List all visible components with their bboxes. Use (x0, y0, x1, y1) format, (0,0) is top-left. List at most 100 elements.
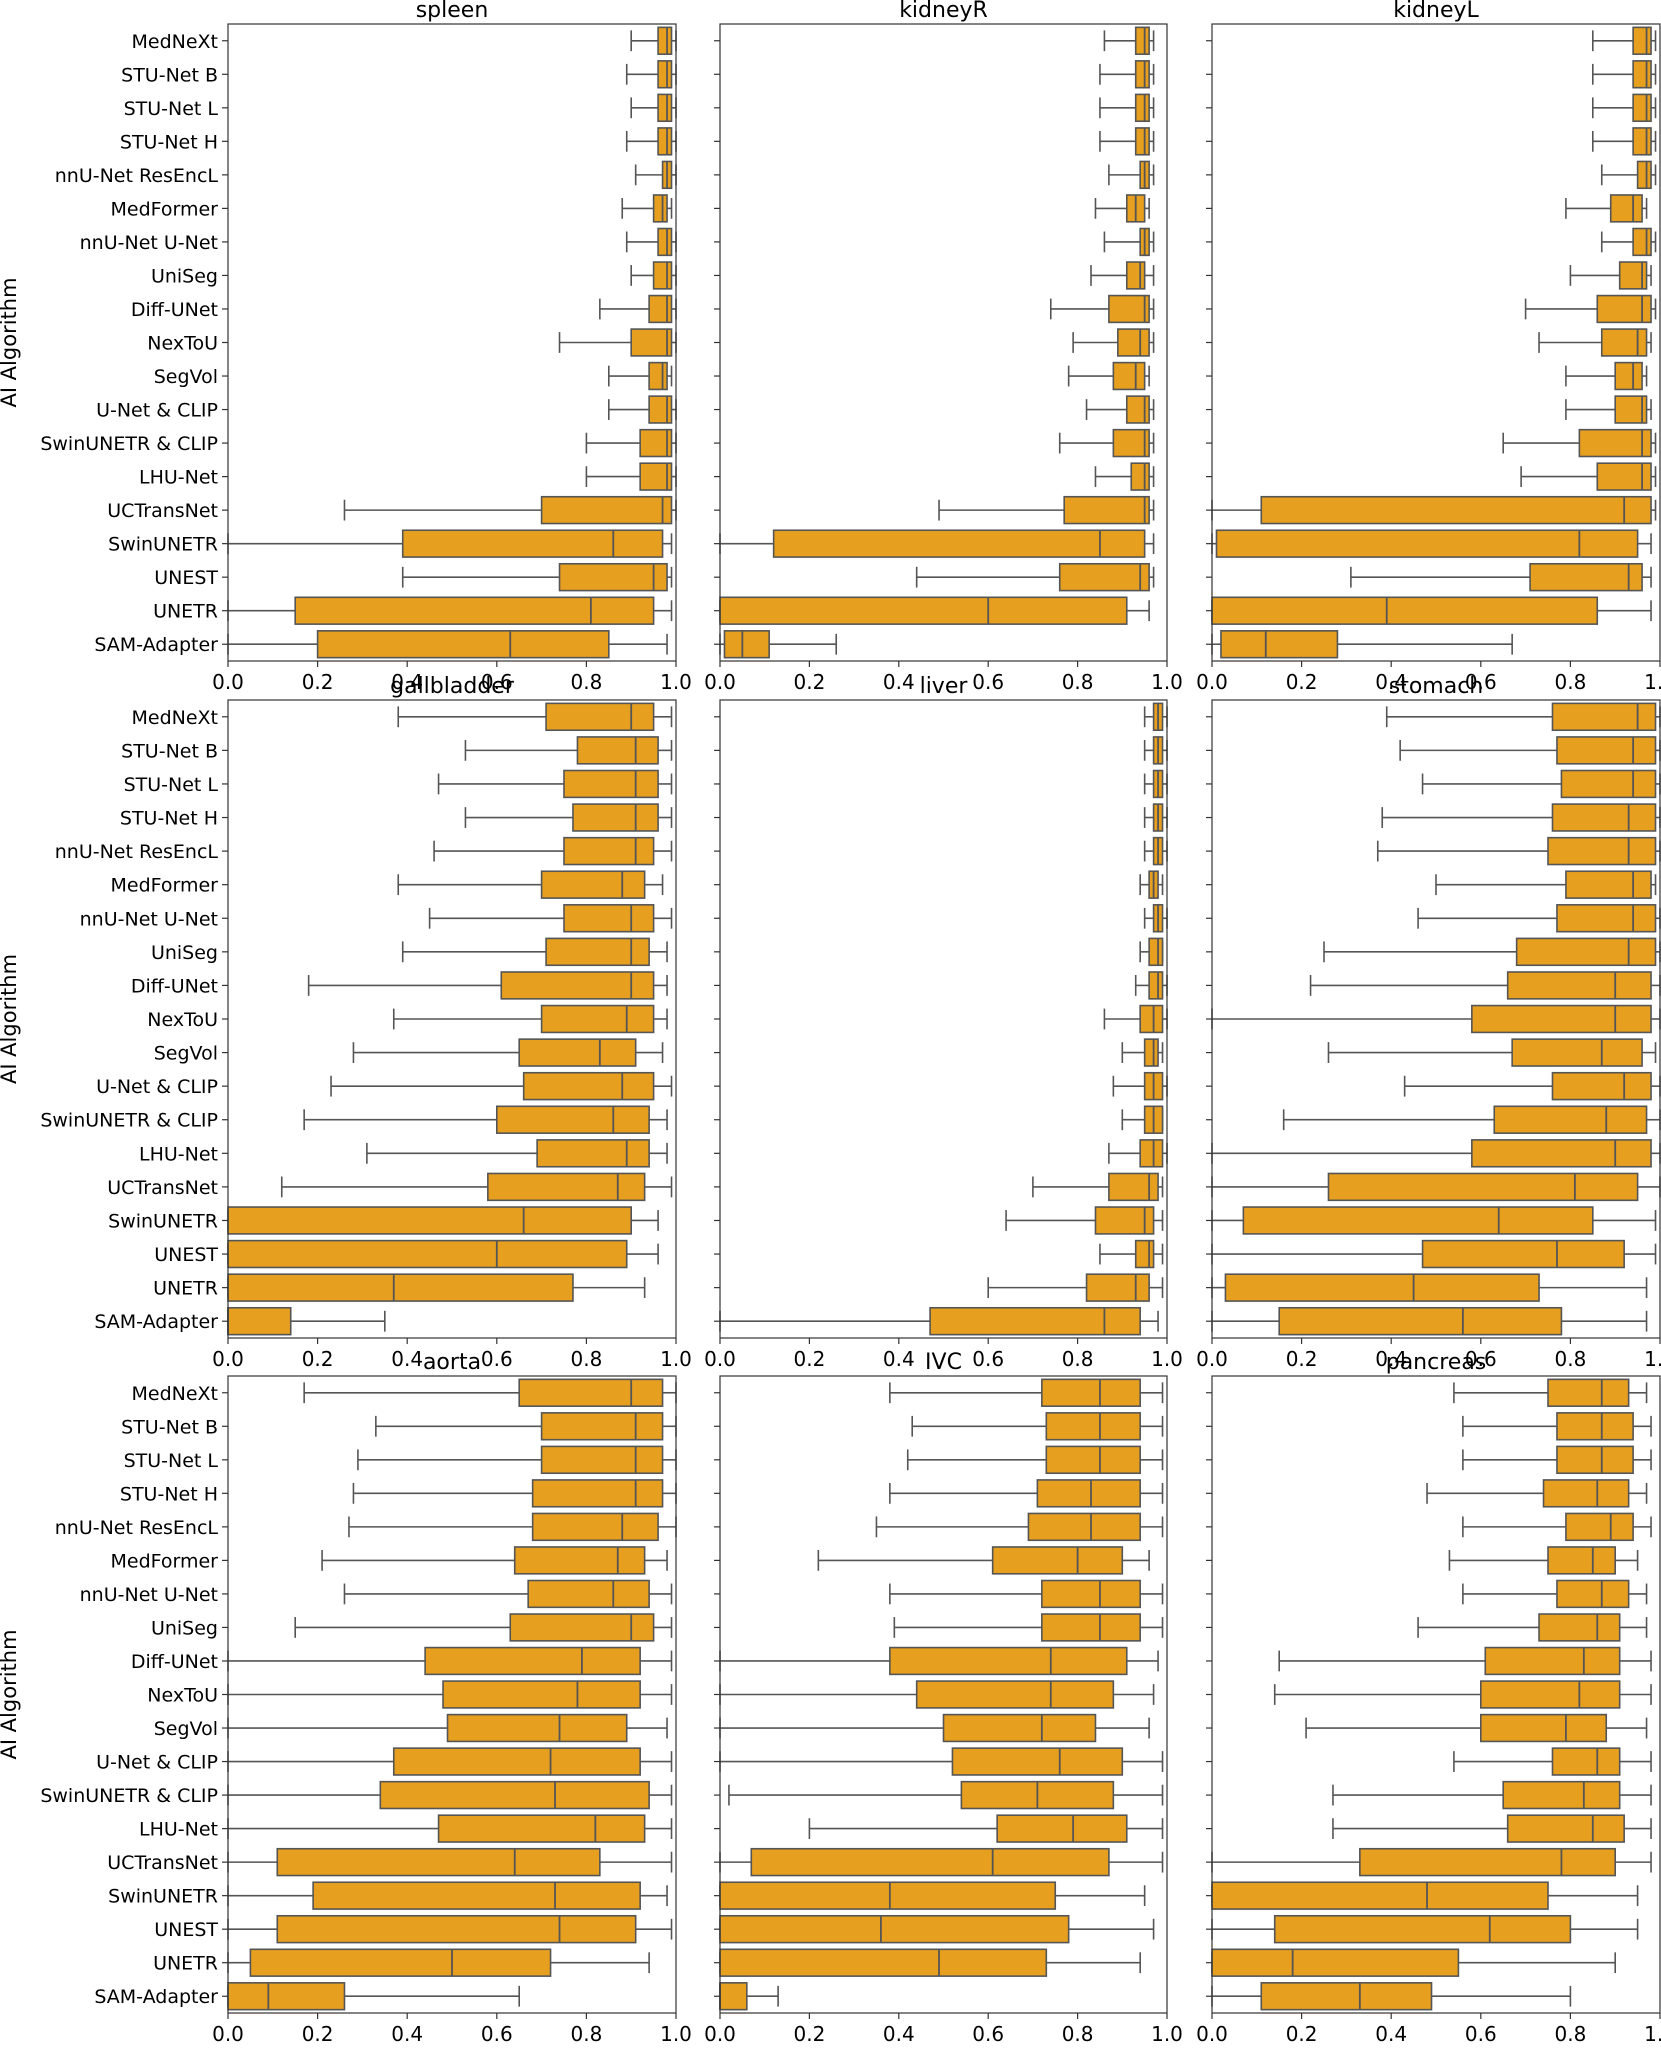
y-tick-label: UNETR (153, 601, 218, 623)
iqr-box (1045, 1412, 1141, 1441)
iqr-box (227, 1206, 633, 1235)
box-uctransnet (1211, 495, 1657, 525)
box-medformer (1139, 870, 1164, 899)
x-tick-label: 0.6 (1465, 670, 1497, 694)
iqr-box (1139, 1004, 1164, 1034)
y-tick-label: nnU-Net ResEncL (55, 165, 219, 187)
y-tick-label: UniSeg (151, 942, 218, 964)
x-tick-label: 0.4 (1375, 2022, 1407, 2046)
box-segvol (1327, 1038, 1657, 1067)
box-nnu-net-resencl (875, 1512, 1164, 1542)
box-nnu-net-resencl (1600, 160, 1657, 190)
x-tick-label: 0.0 (212, 1347, 244, 1371)
box-unetr (1211, 1948, 1616, 1977)
iqr-box (657, 26, 673, 55)
x-tick-label: 0.2 (302, 1347, 334, 1371)
box-unest (915, 562, 1155, 592)
y-tick-label: MedFormer (110, 1550, 218, 1572)
x-tick-label: 0.6 (481, 1347, 513, 1371)
box-diff-unet (1134, 971, 1168, 1000)
iqr-box (1556, 904, 1657, 933)
box-swinunetr (1211, 529, 1652, 558)
box-medformer (321, 1546, 668, 1575)
iqr-box (719, 1982, 748, 2011)
iqr-box (1112, 428, 1150, 458)
box-unetr (227, 1948, 650, 1977)
iqr-box (1421, 1239, 1625, 1269)
box-lhu-net (1520, 462, 1657, 491)
box-stu-net-l (1099, 93, 1155, 123)
y-tick-label: LHU-Net (139, 1143, 218, 1165)
x-tick-label: 0.8 (1554, 2022, 1586, 2046)
x-tick-label: 0.2 (302, 670, 334, 694)
iqr-box (437, 1814, 646, 1843)
y-tick-label: UniSeg (151, 1617, 218, 1639)
box-medformer (817, 1546, 1150, 1575)
y-tick-label: SwinUNETR (108, 1210, 218, 1232)
x-tick-label: 0.2 (793, 2022, 825, 2046)
iqr-box (1506, 971, 1652, 1000)
iqr-box (1547, 836, 1657, 866)
y-tick-label: MedNeXt (131, 707, 218, 729)
box-uctransnet (719, 1847, 1164, 1877)
iqr-box (540, 1004, 655, 1034)
box-unetr (719, 596, 1150, 625)
iqr-box (1538, 1613, 1621, 1642)
iqr-box (1565, 1512, 1634, 1542)
box-u-net-clip (719, 1747, 1164, 1776)
iqr-box (1471, 1139, 1652, 1168)
iqr-box (1480, 1713, 1608, 1743)
box-swinunetr-clip (1282, 1105, 1661, 1134)
box-nextou (392, 1004, 668, 1034)
iqr-box (227, 1239, 628, 1269)
box-unest (1350, 562, 1652, 592)
box-swinunetr-clip (303, 1105, 668, 1134)
box-nextou (1103, 1004, 1168, 1034)
x-tick-label: 0.4 (1375, 670, 1407, 694)
iqr-box (563, 769, 659, 799)
x-tick-label: 0.8 (1062, 2022, 1094, 2046)
iqr-box (531, 1479, 664, 1508)
iqr-box (1632, 127, 1652, 156)
iqr-box (1220, 630, 1339, 659)
iqr-box (1556, 736, 1657, 765)
x-tick-label: 0.2 (1286, 670, 1318, 694)
y-tick-label: STU-Net B (121, 1416, 218, 1438)
panel-kidneyl: kidneyL 0.0 0.2 0.4 0.6 0.8 1.0 (1196, 0, 1661, 694)
x-tick-label: 1.0 (1151, 1347, 1183, 1371)
panel-title: aorta (423, 1350, 481, 1375)
iqr-box (723, 630, 770, 659)
panel-title: liver (920, 674, 969, 699)
box-stu-net-l (630, 93, 677, 123)
box-lhu-net (227, 1814, 673, 1843)
iqr-box (1600, 328, 1648, 357)
iqr-box (424, 1646, 641, 1676)
iqr-box (1112, 361, 1146, 391)
iqr-box (1327, 1172, 1639, 1202)
box-nnu-net-u-net (1143, 904, 1168, 933)
iqr-box (1556, 1579, 1630, 1609)
box-nnu-net-u-net (428, 904, 673, 933)
y-axis-label: AI Algorithm (0, 277, 21, 407)
panel-title: stomach (1389, 674, 1484, 699)
box-sam-adapter (227, 630, 668, 659)
box-unest (227, 1914, 673, 1944)
box-swinunetr-clip (728, 1780, 1164, 1810)
box-uctransnet (343, 495, 677, 525)
iqr-box (540, 870, 646, 899)
iqr-box (227, 1273, 574, 1302)
panel-title: spleen (416, 0, 489, 23)
y-tick-label: Diff-UNet (131, 1651, 218, 1673)
box-stu-net-h (464, 803, 673, 832)
x-tick-label: 0.0 (212, 670, 244, 694)
iqr-box (1063, 495, 1150, 525)
iqr-box (446, 1713, 628, 1743)
box-lhu-net (1211, 1139, 1661, 1168)
iqr-box (1632, 26, 1652, 55)
y-tick-label: UniSeg (151, 265, 218, 287)
box-nnu-net-resencl (1462, 1512, 1652, 1542)
y-tick-label: UNETR (153, 1953, 218, 1975)
x-tick-label: 0.4 (391, 2022, 423, 2046)
panel-title: IVC (925, 1350, 962, 1375)
